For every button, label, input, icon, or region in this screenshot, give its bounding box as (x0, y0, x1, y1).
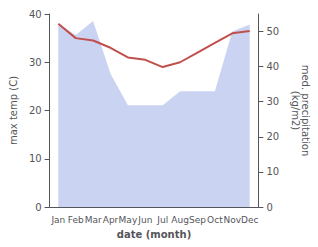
svg-text:Oct: Oct (207, 215, 223, 225)
svg-text:Jun: Jun (137, 215, 152, 225)
svg-text:20: 20 (29, 105, 42, 116)
svg-text:Sep: Sep (189, 215, 206, 225)
svg-text:Mar: Mar (85, 215, 102, 225)
svg-text:30: 30 (266, 96, 279, 107)
svg-text:Jul: Jul (156, 215, 168, 225)
svg-text:40: 40 (266, 61, 279, 72)
svg-text:20: 20 (266, 131, 279, 142)
svg-text:Apr: Apr (103, 215, 119, 225)
svg-text:0: 0 (35, 202, 41, 213)
svg-text:40: 40 (29, 9, 42, 20)
svg-text:Aug: Aug (171, 215, 189, 225)
svg-text:0: 0 (266, 202, 272, 213)
svg-text:Feb: Feb (68, 215, 84, 225)
svg-text:May: May (119, 215, 138, 225)
svg-text:10: 10 (29, 153, 42, 164)
svg-text:30: 30 (29, 57, 42, 68)
svg-text:Jan: Jan (50, 215, 65, 225)
svg-text:date (month): date (month) (117, 229, 191, 240)
svg-text:10: 10 (266, 166, 279, 177)
svg-text:med. precipitation: med. precipitation (299, 64, 311, 157)
svg-text:Nov: Nov (223, 215, 241, 225)
svg-text:(kg/m2): (kg/m2) (290, 91, 301, 131)
svg-text:Dec: Dec (241, 215, 258, 225)
svg-text:50: 50 (266, 26, 279, 37)
svg-text:max temp (C): max temp (C) (8, 76, 19, 145)
